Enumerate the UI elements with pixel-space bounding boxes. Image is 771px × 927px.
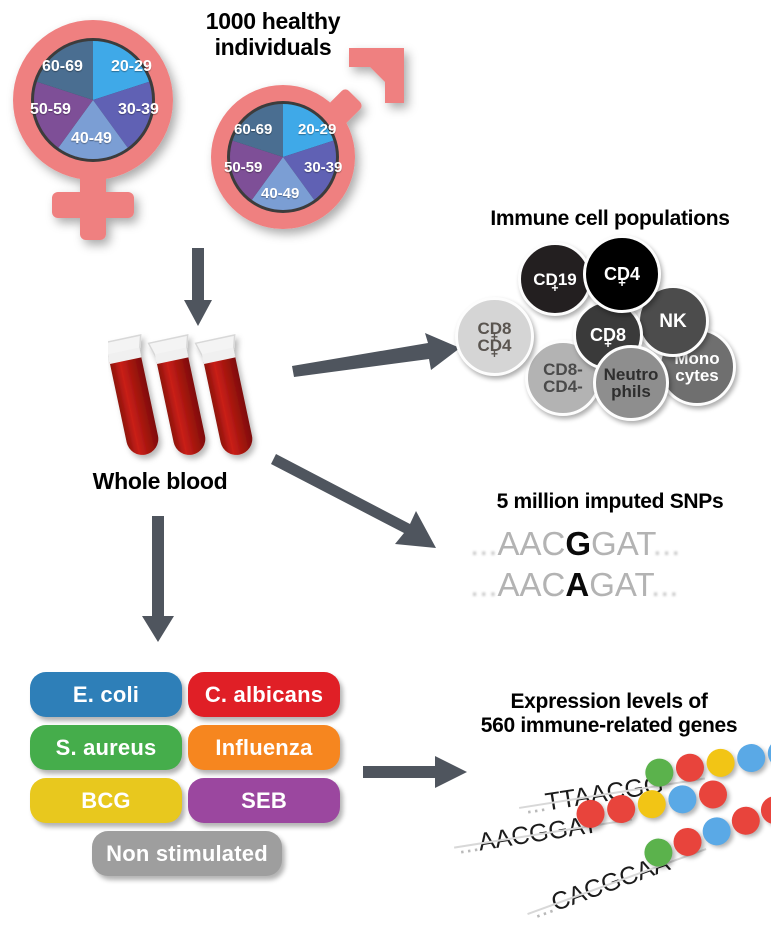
stimulus-e-coli[interactable]: E. coli xyxy=(30,672,182,717)
immune-cell-label: CD8 + xyxy=(477,318,512,344)
snp-tail-dots: ... xyxy=(650,566,679,603)
expression-title: Expression levels of 560 immune-related … xyxy=(448,690,770,738)
snp-tail-dots: ... xyxy=(652,525,681,562)
snp-suffix: GAT xyxy=(591,525,653,562)
snp-lead-dots: ... xyxy=(470,566,498,603)
immune-cell-label: CD4 + xyxy=(477,335,512,361)
gene-dot xyxy=(698,813,735,850)
snp-prefix: AAC xyxy=(497,566,566,603)
arrow-blood-to-cells xyxy=(292,330,462,380)
immune-cell-label: NK xyxy=(659,310,687,332)
male-gender-symbol: 20-29 30-39 40-49 50-59 60-69 xyxy=(203,42,418,242)
immune-cell-cd8p-cd4p: CD8 + CD4 + xyxy=(455,297,534,376)
immune-cell-label: Neutro xyxy=(603,365,659,384)
gene-dot xyxy=(735,741,768,775)
whole-blood-label: Whole blood xyxy=(92,468,228,494)
snp-sequence-row: ...AACAGAT... xyxy=(470,566,678,604)
snps-title: 5 million imputed SNPs xyxy=(496,490,724,513)
immune-cell-label: cytes xyxy=(675,366,719,385)
gene-dot xyxy=(696,778,730,811)
stimulus-bcg[interactable]: BCG xyxy=(30,778,182,823)
immune-cell-cluster: CD19 + CD4 + CD8 + CD4 + CD8 + NK CD8- CD4- N… xyxy=(455,235,765,421)
stimulus-seb[interactable]: SEB xyxy=(188,778,340,823)
immune-cell-label: CD8 + xyxy=(589,325,626,351)
expression-dna-strands: ...TTAACGG ...AACGGAT ...CACGCAA xyxy=(453,737,771,924)
gene-dot xyxy=(765,737,771,770)
immune-cells-title: Immune cell populations xyxy=(490,207,730,230)
snp-variant-allele: A xyxy=(565,566,590,603)
cohort-title-line1: 1000 healthy xyxy=(205,8,341,34)
gene-dot xyxy=(704,746,737,779)
stimulus-s-aureus[interactable]: S. aureus xyxy=(30,725,182,770)
immune-cell-cd4: CD4 + xyxy=(583,235,661,313)
gene-dot xyxy=(666,783,699,816)
immune-cell-neutrophils: Neutro phils xyxy=(593,345,669,421)
snp-prefix: AAC xyxy=(497,525,566,562)
cohort-title: 1000 healthy individuals xyxy=(178,8,368,61)
expression-title-line2: 560 immune-related genes xyxy=(480,714,738,738)
stimulus-non-stimulated[interactable]: Non stimulated xyxy=(92,831,282,876)
immune-cell-label: CD4- xyxy=(543,377,583,396)
stimuli-panel: E. coli C. albicans S. aureus Influenza … xyxy=(30,672,350,902)
immune-cell-label: CD19 + xyxy=(533,269,577,295)
arrow-stimuli-to-expression xyxy=(363,755,473,795)
arrow-blood-to-snps xyxy=(271,454,456,554)
immune-cell-label: phils xyxy=(611,382,651,401)
arrow-blood-to-stimuli xyxy=(138,516,178,644)
immune-cell-label: CD8- xyxy=(543,360,583,379)
whole-blood-tubes xyxy=(100,330,268,470)
stimulus-c-albicans[interactable]: C. albicans xyxy=(188,672,340,717)
arrow-cohort-to-blood xyxy=(178,248,218,328)
dna-strand: ...CACGCAA xyxy=(527,792,771,925)
cohort-title-line2: individuals xyxy=(214,34,332,61)
snp-lead-dots: ... xyxy=(470,525,498,562)
gene-dot xyxy=(669,824,706,860)
snp-sequence-row: ...AACGGAT... xyxy=(470,525,680,563)
female-gender-symbol: 20-29 30-39 40-49 50-59 60-69 xyxy=(8,12,198,247)
snp-suffix: GAT xyxy=(589,566,651,603)
gene-dot xyxy=(727,802,764,839)
stimulus-influenza[interactable]: Influenza xyxy=(188,725,340,770)
immune-cell-cd19: CD19 + xyxy=(518,242,592,316)
snp-variant-allele: G xyxy=(565,525,592,562)
snp-sequence-block: ...AACGGAT... ...AACAGAT... xyxy=(470,525,760,615)
expression-title-line1: Expression levels of xyxy=(510,690,708,713)
immune-cell-label: CD4 + xyxy=(603,264,640,290)
